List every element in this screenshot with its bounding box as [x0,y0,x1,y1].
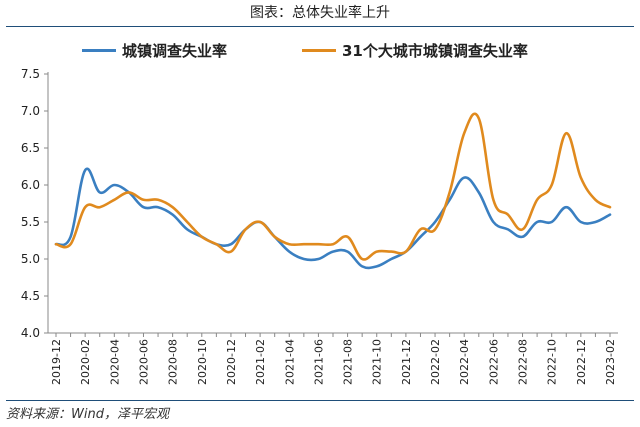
x-tick-label: 2022-04 [458,339,471,385]
x-tick-label: 2023-02 [604,339,617,385]
y-tick-label: 5.5 [21,215,40,229]
legend-swatch-31-cities [302,49,336,52]
title-divider [6,26,634,27]
x-tick-label: 2020-08 [167,339,180,385]
x-tick-label: 2022-08 [517,339,530,385]
x-tick-label: 2021-04 [283,339,296,385]
footer-divider [6,400,634,401]
line-chart: 4.0 4.5 5.0 5.5 6.0 6.5 7.0 7.5 2019-12 2020-02 20… [21,67,618,385]
source-note: 资料来源：Wind，泽平宏观 [6,407,169,422]
x-tick-label: 2021-02 [254,339,267,385]
page-title: 图表：总体失业率上升 [250,5,390,21]
y-tick-label: 5.0 [21,252,40,266]
x-tick-label: 2022-10 [546,339,559,385]
x-tick-label: 2022-02 [429,339,442,385]
x-tick-label: 2020-06 [137,339,150,385]
x-tick-label: 2021-12 [400,339,413,385]
y-tick-label: 6.0 [21,178,40,192]
x-tick-label: 2020-04 [108,339,121,385]
y-tick-label: 7.0 [21,104,40,118]
x-tick-label: 2021-10 [371,339,384,385]
legend-label-urban: 城镇调查失业率 [122,42,228,60]
x-tick-label: 2022-12 [575,339,588,385]
legend-label-31-cities: 31个大城市城镇调查失业率 [342,42,528,60]
x-tick-label: 2019-12 [50,339,63,385]
y-tick-label: 7.5 [21,67,40,81]
header: 图表：总体失业率上升 [0,0,640,28]
legend-item-31-cities: 31个大城市城镇调查失业率 [302,40,528,61]
x-tick-label: 2021-06 [312,339,325,385]
x-tick-label: 2020-10 [196,339,209,385]
x-tick-label: 2021-08 [342,339,355,385]
x-tick-label: 2020-12 [225,339,238,385]
y-tick-label: 6.5 [21,141,40,155]
y-tick-label: 4.0 [21,326,40,340]
legend-swatch-urban [82,49,116,52]
legend-item-urban: 城镇调查失业率 [82,40,227,61]
chart-legend: 城镇调查失业率 31个大城市城镇调查失业率 [0,40,640,62]
series-line-urban [54,167,612,270]
x-tick-label: 2020-02 [79,339,92,385]
x-tick-label: 2022-06 [487,339,500,385]
series-line-31-cities [54,112,612,261]
y-tick-label: 4.5 [21,289,40,303]
